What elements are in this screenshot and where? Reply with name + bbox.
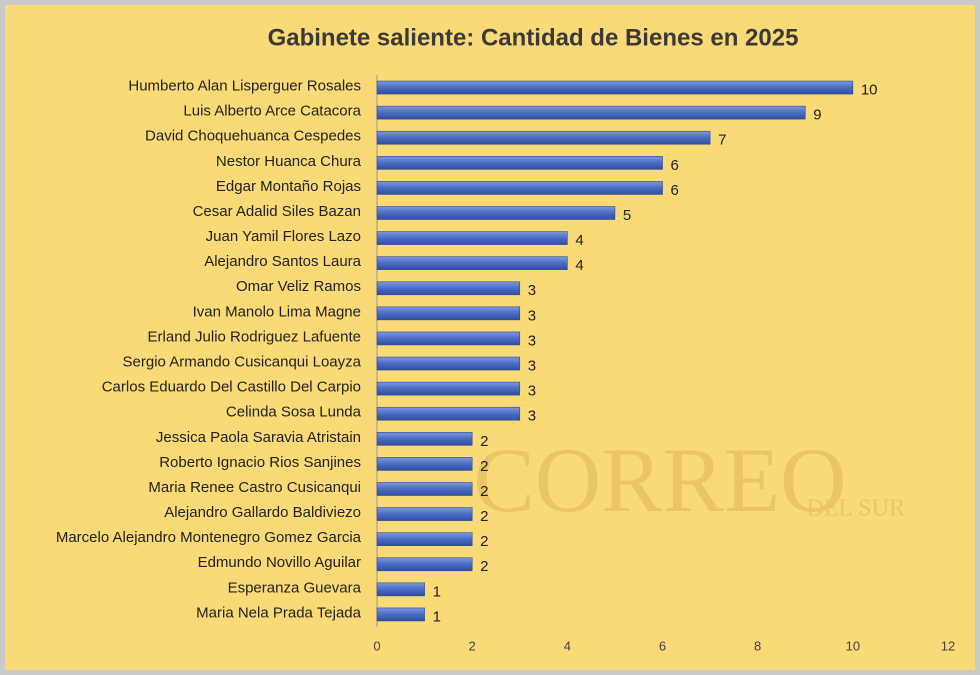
- y-tick-label: Sergio Armando Cusicanqui Loayza: [123, 354, 362, 371]
- x-tick-label: 4: [564, 638, 571, 653]
- data-label: 3: [528, 307, 536, 324]
- bar: [376, 331, 521, 346]
- bar: [376, 381, 521, 396]
- bar: [376, 356, 521, 371]
- bar: [376, 306, 521, 321]
- bar: [376, 281, 521, 296]
- bar: [376, 181, 663, 195]
- y-tick-label: Maria Renee Castro Cusicanqui: [148, 479, 361, 496]
- data-label: 5: [623, 207, 631, 224]
- data-label: 3: [528, 358, 536, 375]
- bar: [376, 206, 616, 220]
- y-tick-label: Cesar Adalid Siles Bazan: [193, 203, 361, 220]
- y-tick-label: Humberto Alan Lisperguer Rosales: [128, 78, 361, 95]
- y-tick-label: Luis Alberto Arce Catacora: [183, 103, 361, 120]
- y-tick-label: Alejandro Gallardo Baldiviezo: [164, 504, 361, 521]
- bar: [376, 231, 568, 245]
- data-label: 6: [671, 157, 679, 174]
- bar: [376, 156, 663, 170]
- data-label: 6: [671, 182, 679, 199]
- data-label: 2: [480, 533, 488, 550]
- x-tick-label: 12: [941, 638, 955, 653]
- y-tick-label: Maria Nela Prada Tejada: [196, 604, 361, 621]
- bar: [376, 457, 473, 471]
- bar: [376, 406, 521, 421]
- watermark: DEL SUR: [807, 496, 905, 522]
- bar: [376, 80, 854, 95]
- data-label: 2: [480, 458, 488, 475]
- data-label: 3: [528, 332, 536, 349]
- chart-title: Gabinete saliente: Cantidad de Bienes en…: [268, 24, 799, 51]
- data-label: 10: [861, 82, 878, 99]
- data-label: 7: [718, 132, 726, 149]
- bar: [376, 256, 568, 270]
- y-tick-label: Esperanza Guevara: [228, 579, 362, 596]
- y-tick-label: Roberto Ignacio Rios Sanjines: [159, 454, 361, 471]
- x-tick-label: 10: [846, 638, 860, 653]
- data-label: 1: [433, 608, 441, 625]
- y-tick-label: Carlos Eduardo Del Castillo Del Carpio: [102, 379, 361, 396]
- bar: [376, 582, 425, 597]
- bar: [376, 432, 473, 446]
- bar: [376, 532, 473, 546]
- bar: [376, 507, 473, 521]
- bar: [376, 482, 473, 496]
- data-label: 4: [575, 232, 583, 249]
- y-tick-label: Alejandro Santos Laura: [204, 253, 361, 270]
- y-tick-label: Edgar Montaño Rojas: [216, 178, 361, 195]
- data-label: 2: [480, 558, 488, 575]
- data-label: 2: [480, 433, 488, 450]
- y-tick-label: Nestor Huanca Chura: [216, 153, 362, 170]
- y-tick-label: Omar Veliz Ramos: [236, 278, 361, 295]
- data-label: 1: [433, 583, 441, 600]
- watermark: CORREO: [473, 429, 846, 531]
- bar: [376, 607, 425, 622]
- data-label: 3: [528, 408, 536, 425]
- bar: [376, 557, 473, 572]
- y-tick-label: Celinda Sosa Lunda: [226, 404, 362, 421]
- data-label: 3: [528, 282, 536, 299]
- y-tick-label: Ivan Manolo Lima Magne: [193, 303, 361, 320]
- data-label: 3: [528, 383, 536, 400]
- data-label: 4: [575, 257, 583, 274]
- x-tick-label: 0: [373, 638, 380, 653]
- bar: [376, 105, 806, 120]
- data-label: 2: [480, 483, 488, 500]
- y-tick-label: David Choquehuanca Cespedes: [145, 128, 361, 145]
- y-tick-label: Edmundo Novillo Aguilar: [198, 554, 361, 571]
- y-tick-label: Erland Julio Rodriguez Lafuente: [148, 328, 361, 345]
- y-tick-label: Marcelo Alejandro Montenegro Gomez Garci…: [56, 529, 362, 546]
- data-label: 2: [480, 508, 488, 525]
- bar: [376, 130, 711, 145]
- data-label: 9: [813, 107, 821, 124]
- y-tick-label: Jessica Paola Saravia Atristain: [156, 429, 361, 446]
- x-tick-label: 2: [469, 638, 476, 653]
- y-tick-label: Juan Yamil Flores Lazo: [206, 228, 361, 245]
- x-tick-label: 8: [754, 638, 761, 653]
- x-tick-label: 6: [659, 638, 666, 653]
